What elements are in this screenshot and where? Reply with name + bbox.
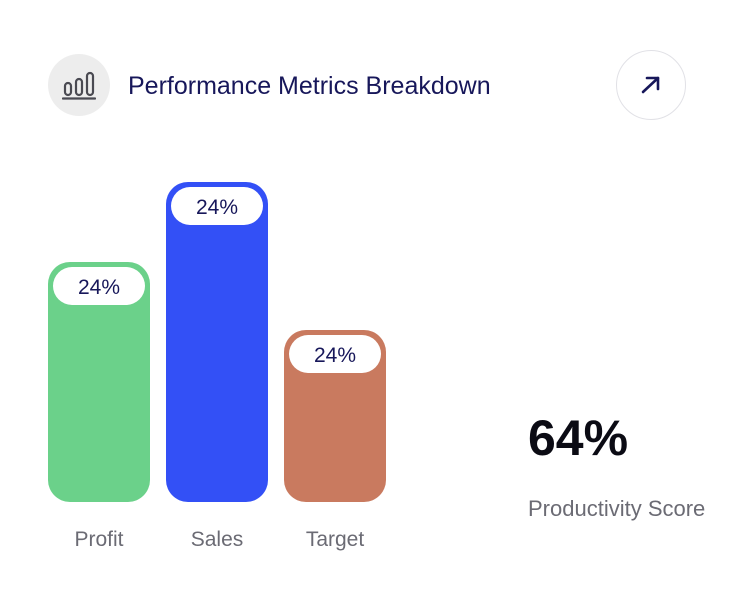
expand-button[interactable] (616, 50, 686, 120)
value-label-pill (53, 267, 145, 305)
chart-badge (48, 54, 110, 116)
bar-group-target[interactable]: 24% Target (284, 330, 386, 551)
bar-chart-icon (62, 71, 96, 100)
category-label: Sales (191, 528, 244, 551)
arrow-up-right-icon (641, 76, 660, 94)
bar-group-sales[interactable]: 24% Sales (166, 182, 268, 551)
category-label: Profit (74, 528, 123, 551)
value-label: 24% (78, 276, 120, 299)
kpi-value: 64% (528, 410, 629, 466)
bar-group-profit[interactable]: 24% Profit (48, 262, 150, 551)
value-label: 24% (314, 344, 356, 367)
bar-profit[interactable] (48, 262, 150, 502)
value-label-pill (171, 187, 263, 225)
kpi-label: Productivity Score (528, 496, 706, 521)
value-label: 24% (196, 196, 238, 219)
chart-title: Performance Metrics Breakdown (128, 72, 491, 100)
category-label: Target (306, 528, 365, 551)
bar-sales[interactable] (166, 182, 268, 502)
value-label-pill (289, 335, 381, 373)
